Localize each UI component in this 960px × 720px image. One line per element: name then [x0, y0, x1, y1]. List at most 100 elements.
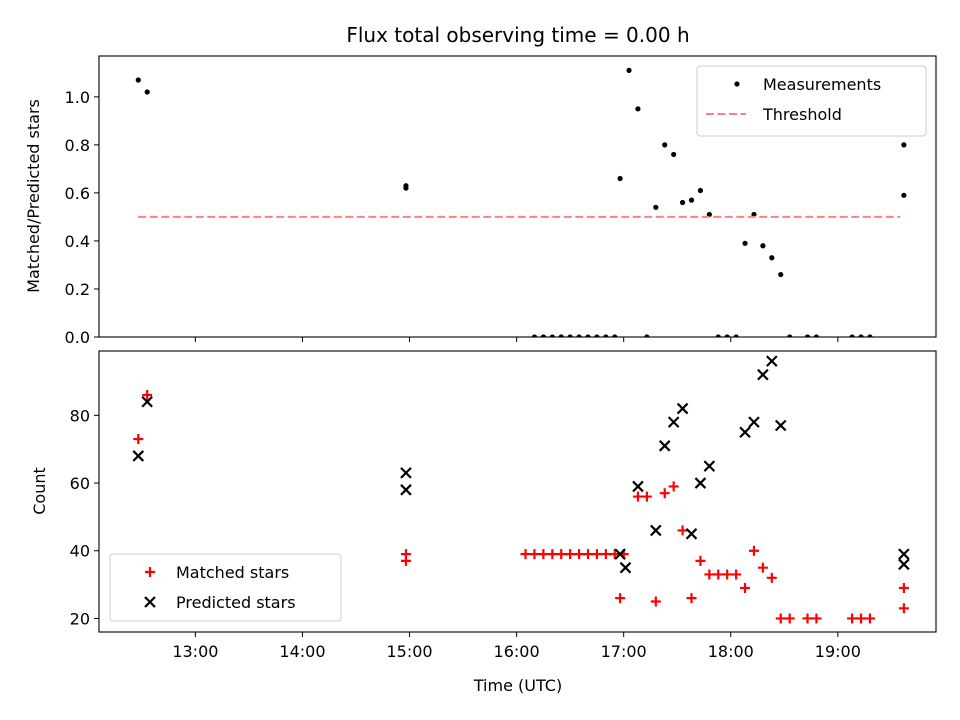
- data-point: [898, 603, 909, 614]
- data-point: [849, 334, 855, 337]
- x-tick-label: 19:00: [815, 642, 861, 661]
- x-tick-label: 13:00: [172, 642, 218, 661]
- data-point: [685, 528, 698, 540]
- y-tick-label: 1.0: [65, 88, 90, 107]
- data-point: [867, 334, 873, 337]
- data-point: [784, 613, 795, 624]
- legend-swatch: [734, 81, 740, 87]
- data-point: [662, 142, 668, 148]
- data-point: [641, 491, 652, 502]
- data-point: [658, 440, 671, 452]
- data-point: [632, 480, 644, 493]
- data-point: [847, 613, 858, 624]
- data-point: [811, 613, 822, 624]
- legend-swatch: [144, 596, 156, 608]
- data-point: [748, 545, 759, 556]
- x-tick-label: 14:00: [279, 642, 325, 661]
- data-point: [540, 334, 546, 337]
- data-point: [778, 271, 784, 278]
- data-point: [531, 334, 538, 337]
- data-point: [766, 572, 777, 583]
- data-point: [612, 334, 618, 337]
- data-point: [619, 561, 632, 574]
- series-predicted-stars: [132, 355, 910, 574]
- y-tick-label: 40: [70, 542, 90, 561]
- data-point: [141, 396, 153, 408]
- data-point: [582, 549, 593, 560]
- legend: Matched stars Predicted stars: [109, 553, 342, 622]
- data-point: [626, 67, 632, 74]
- bottom-y-axis-title: Count: [30, 467, 49, 515]
- data-point: [679, 199, 686, 206]
- x-tick-label: 18:00: [708, 642, 754, 661]
- data-point: [766, 355, 778, 367]
- data-point: [898, 558, 910, 571]
- data-point: [135, 77, 141, 83]
- data-point: [742, 240, 748, 246]
- y-tick-label: 60: [70, 474, 90, 493]
- data-point: [757, 562, 768, 573]
- data-point: [724, 334, 730, 337]
- data-point: [632, 491, 643, 502]
- plot-area: [135, 67, 907, 337]
- data-point: [858, 334, 864, 337]
- data-point: [594, 334, 600, 337]
- legend-label: Predicted stars: [176, 593, 296, 612]
- data-point: [901, 192, 907, 198]
- data-point: [556, 549, 567, 560]
- chart-title: Flux total observing time = 0.00 h: [346, 23, 689, 47]
- data-point: [769, 255, 775, 261]
- data-point: [400, 467, 412, 479]
- data-point: [898, 548, 910, 560]
- data-point: [132, 450, 145, 462]
- data-point: [591, 549, 602, 560]
- x-tick-label: 15:00: [386, 642, 432, 661]
- legend: Measurements Threshold: [696, 65, 927, 137]
- data-point: [688, 197, 695, 203]
- data-point: [650, 596, 661, 607]
- ratio-panel: 0.0 0.2 0.4 0.6 0.8 1.0 Measurements Threshold: [65, 55, 937, 347]
- data-point: [574, 549, 585, 560]
- top-y-axis-title: Matched/Predicted stars: [24, 99, 43, 293]
- data-point: [748, 416, 760, 428]
- data-point: [704, 569, 715, 580]
- data-point: [538, 549, 549, 560]
- data-point: [856, 613, 867, 624]
- data-point: [804, 334, 811, 337]
- data-point: [901, 142, 907, 148]
- legend-label: Matched stars: [176, 563, 289, 582]
- data-point: [713, 569, 724, 580]
- plot-area: [132, 355, 910, 624]
- y-tick-label: 80: [70, 406, 90, 425]
- y-tick-label: 0.6: [65, 184, 90, 203]
- data-point: [600, 549, 611, 560]
- data-point: [547, 549, 558, 560]
- y-tick-label: 0.2: [65, 280, 90, 299]
- data-point: [400, 484, 412, 496]
- data-point: [686, 593, 697, 604]
- axes-frame: [98, 350, 937, 633]
- data-point: [653, 204, 659, 210]
- legend-swatch: [145, 567, 155, 577]
- data-point: [667, 416, 680, 428]
- data-point: [529, 549, 540, 560]
- data-point: [144, 89, 150, 95]
- data-point: [635, 106, 641, 112]
- y-tick-label: 0.8: [65, 136, 90, 155]
- count-panel: 20 40 60 80 13:00 14:00 15:00 16:00 17:00 18:00 19…: [70, 350, 937, 661]
- data-point: [567, 334, 573, 337]
- data-point: [694, 477, 707, 489]
- legend-label: Measurements: [763, 75, 881, 94]
- data-point: [706, 211, 712, 218]
- data-point: [733, 334, 739, 337]
- data-point: [731, 569, 742, 580]
- data-point: [142, 390, 153, 401]
- data-point: [671, 151, 677, 158]
- data-point: [668, 481, 679, 492]
- legend-label: Threshold: [762, 105, 842, 124]
- data-point: [585, 334, 591, 337]
- data-point: [787, 334, 793, 337]
- data-point: [403, 185, 409, 191]
- data-point: [703, 460, 716, 472]
